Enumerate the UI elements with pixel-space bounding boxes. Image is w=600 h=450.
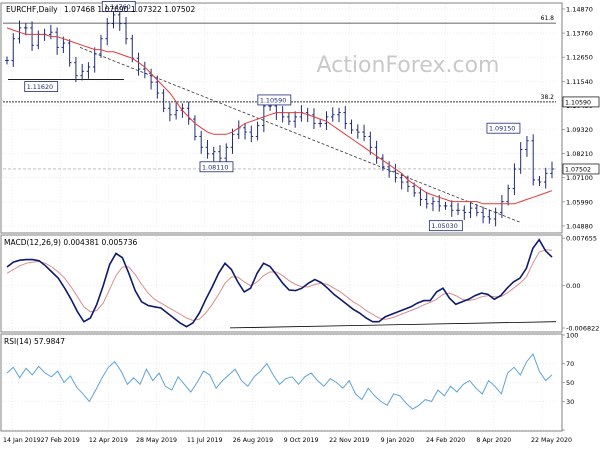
moving-average-line bbox=[6, 27, 553, 205]
price-axis-tick-label: 1.04880 bbox=[566, 222, 593, 230]
rsi-line bbox=[6, 353, 553, 410]
macd-panel-frame bbox=[0, 234, 563, 333]
x-axis-tick-label: 14 Jan 2019 bbox=[3, 437, 41, 444]
last-price-axis-label: 1.07502 bbox=[565, 166, 591, 173]
macd-axis-tick-label: 0.00 bbox=[566, 282, 580, 290]
macd-trendline bbox=[229, 321, 557, 329]
price-axis-tick-label: 1.08210 bbox=[566, 150, 593, 158]
last-price-axis-label-box bbox=[562, 163, 600, 175]
price-axis-tick-label: 1.07100 bbox=[566, 174, 593, 182]
price-annotation-label: 1.11620 bbox=[27, 83, 53, 91]
dashed-trendline bbox=[79, 47, 521, 223]
price-annotation-box bbox=[428, 220, 463, 232]
price-annotation-label: 1.05030 bbox=[431, 222, 457, 230]
macd-line bbox=[6, 238, 553, 328]
price-annotation-label: 1.09150 bbox=[489, 125, 515, 133]
price-axis-tick-label: 1.13760 bbox=[566, 30, 593, 38]
fib-label-38-2: 38.2 bbox=[541, 94, 555, 101]
ohlc-values: 1.07468 1.07690 1.07322 1.07502 bbox=[64, 5, 195, 14]
price-axis-tick-label: 1.09320 bbox=[566, 126, 593, 134]
x-axis-tick-label: 26 Aug 2019 bbox=[233, 437, 273, 444]
sma-layer bbox=[6, 27, 553, 205]
rsi-panel-title: RSI(14) 57.9847 bbox=[4, 337, 65, 346]
symbol-label: EURCHF,Daily bbox=[6, 5, 58, 14]
price-panel-frame bbox=[0, 2, 563, 234]
x-axis-tick-label: 9 Oct 2019 bbox=[284, 437, 319, 444]
price-annotation-box bbox=[101, 0, 136, 12]
price-annotation-box bbox=[24, 81, 59, 92]
price-annotation-label: 1.08110 bbox=[202, 163, 228, 171]
rsi-axis-tick-label: 70 bbox=[566, 360, 574, 368]
level-1-10590-axis-label-box bbox=[562, 96, 600, 108]
watermark: ActionForex.com bbox=[317, 53, 500, 78]
fib-label-61-8: 61.8 bbox=[541, 15, 555, 22]
price-annotation-box bbox=[199, 161, 234, 173]
level-1-10590-axis-label: 1.10590 bbox=[565, 99, 591, 106]
grid-layer bbox=[3, 4, 556, 431]
x-axis-tick-label: 12 Apr 2019 bbox=[89, 437, 128, 444]
x-axis-tick-label: 8 Apr 2020 bbox=[476, 437, 511, 444]
x-axis-tick-label: 22 Nov 2019 bbox=[329, 437, 369, 444]
macd-signal-line bbox=[6, 249, 553, 321]
x-axis-tick-label: 9 Jan 2020 bbox=[381, 437, 415, 444]
macd-layer bbox=[6, 238, 557, 329]
price-annotation-label: 1.14760 bbox=[104, 3, 130, 11]
rsi-layer bbox=[6, 353, 553, 410]
x-axis-tick-label: 11 Jul 2019 bbox=[187, 437, 223, 444]
macd-axis-tick-label: 0.007655 bbox=[566, 235, 597, 243]
price-annotation-box bbox=[486, 122, 521, 134]
macd-panel-title: MACD(12,26,9) 0.004381 0.005736 bbox=[4, 238, 138, 247]
x-axis-tick-label: 27 Feb 2019 bbox=[41, 437, 80, 444]
price-bars-layer bbox=[5, 7, 554, 227]
price-axis-tick-label: 1.14870 bbox=[566, 5, 593, 13]
rsi-axis-tick-label: 100 bbox=[566, 332, 578, 340]
x-axis-tick-label: 28 May 2019 bbox=[136, 437, 177, 444]
x-axis-tick-label: 22 May 2020 bbox=[531, 437, 572, 444]
price-annotation-box bbox=[257, 94, 292, 106]
price-axis-tick-label: 1.05990 bbox=[566, 198, 593, 206]
price-panel-title: EURCHF,Daily 1.07468 1.07690 1.07322 1.0… bbox=[6, 5, 195, 14]
price-axis-tick-label: 1.12650 bbox=[566, 54, 593, 62]
x-axis-tick-label: 24 Feb 2020 bbox=[426, 437, 465, 444]
rsi-axis-tick-label: 50 bbox=[566, 379, 574, 387]
macd-axis-tick-label: -0.006822 bbox=[566, 325, 599, 333]
annotation-layer: 1.10590 1.07502 1.14760 1.11620 1.08110 1.105… bbox=[24, 0, 600, 232]
price-annotation-label: 1.10590 bbox=[260, 96, 286, 104]
price-axis-tick-label: 1.11540 bbox=[566, 78, 593, 86]
rsi-axis-tick-label: 30 bbox=[566, 398, 574, 406]
